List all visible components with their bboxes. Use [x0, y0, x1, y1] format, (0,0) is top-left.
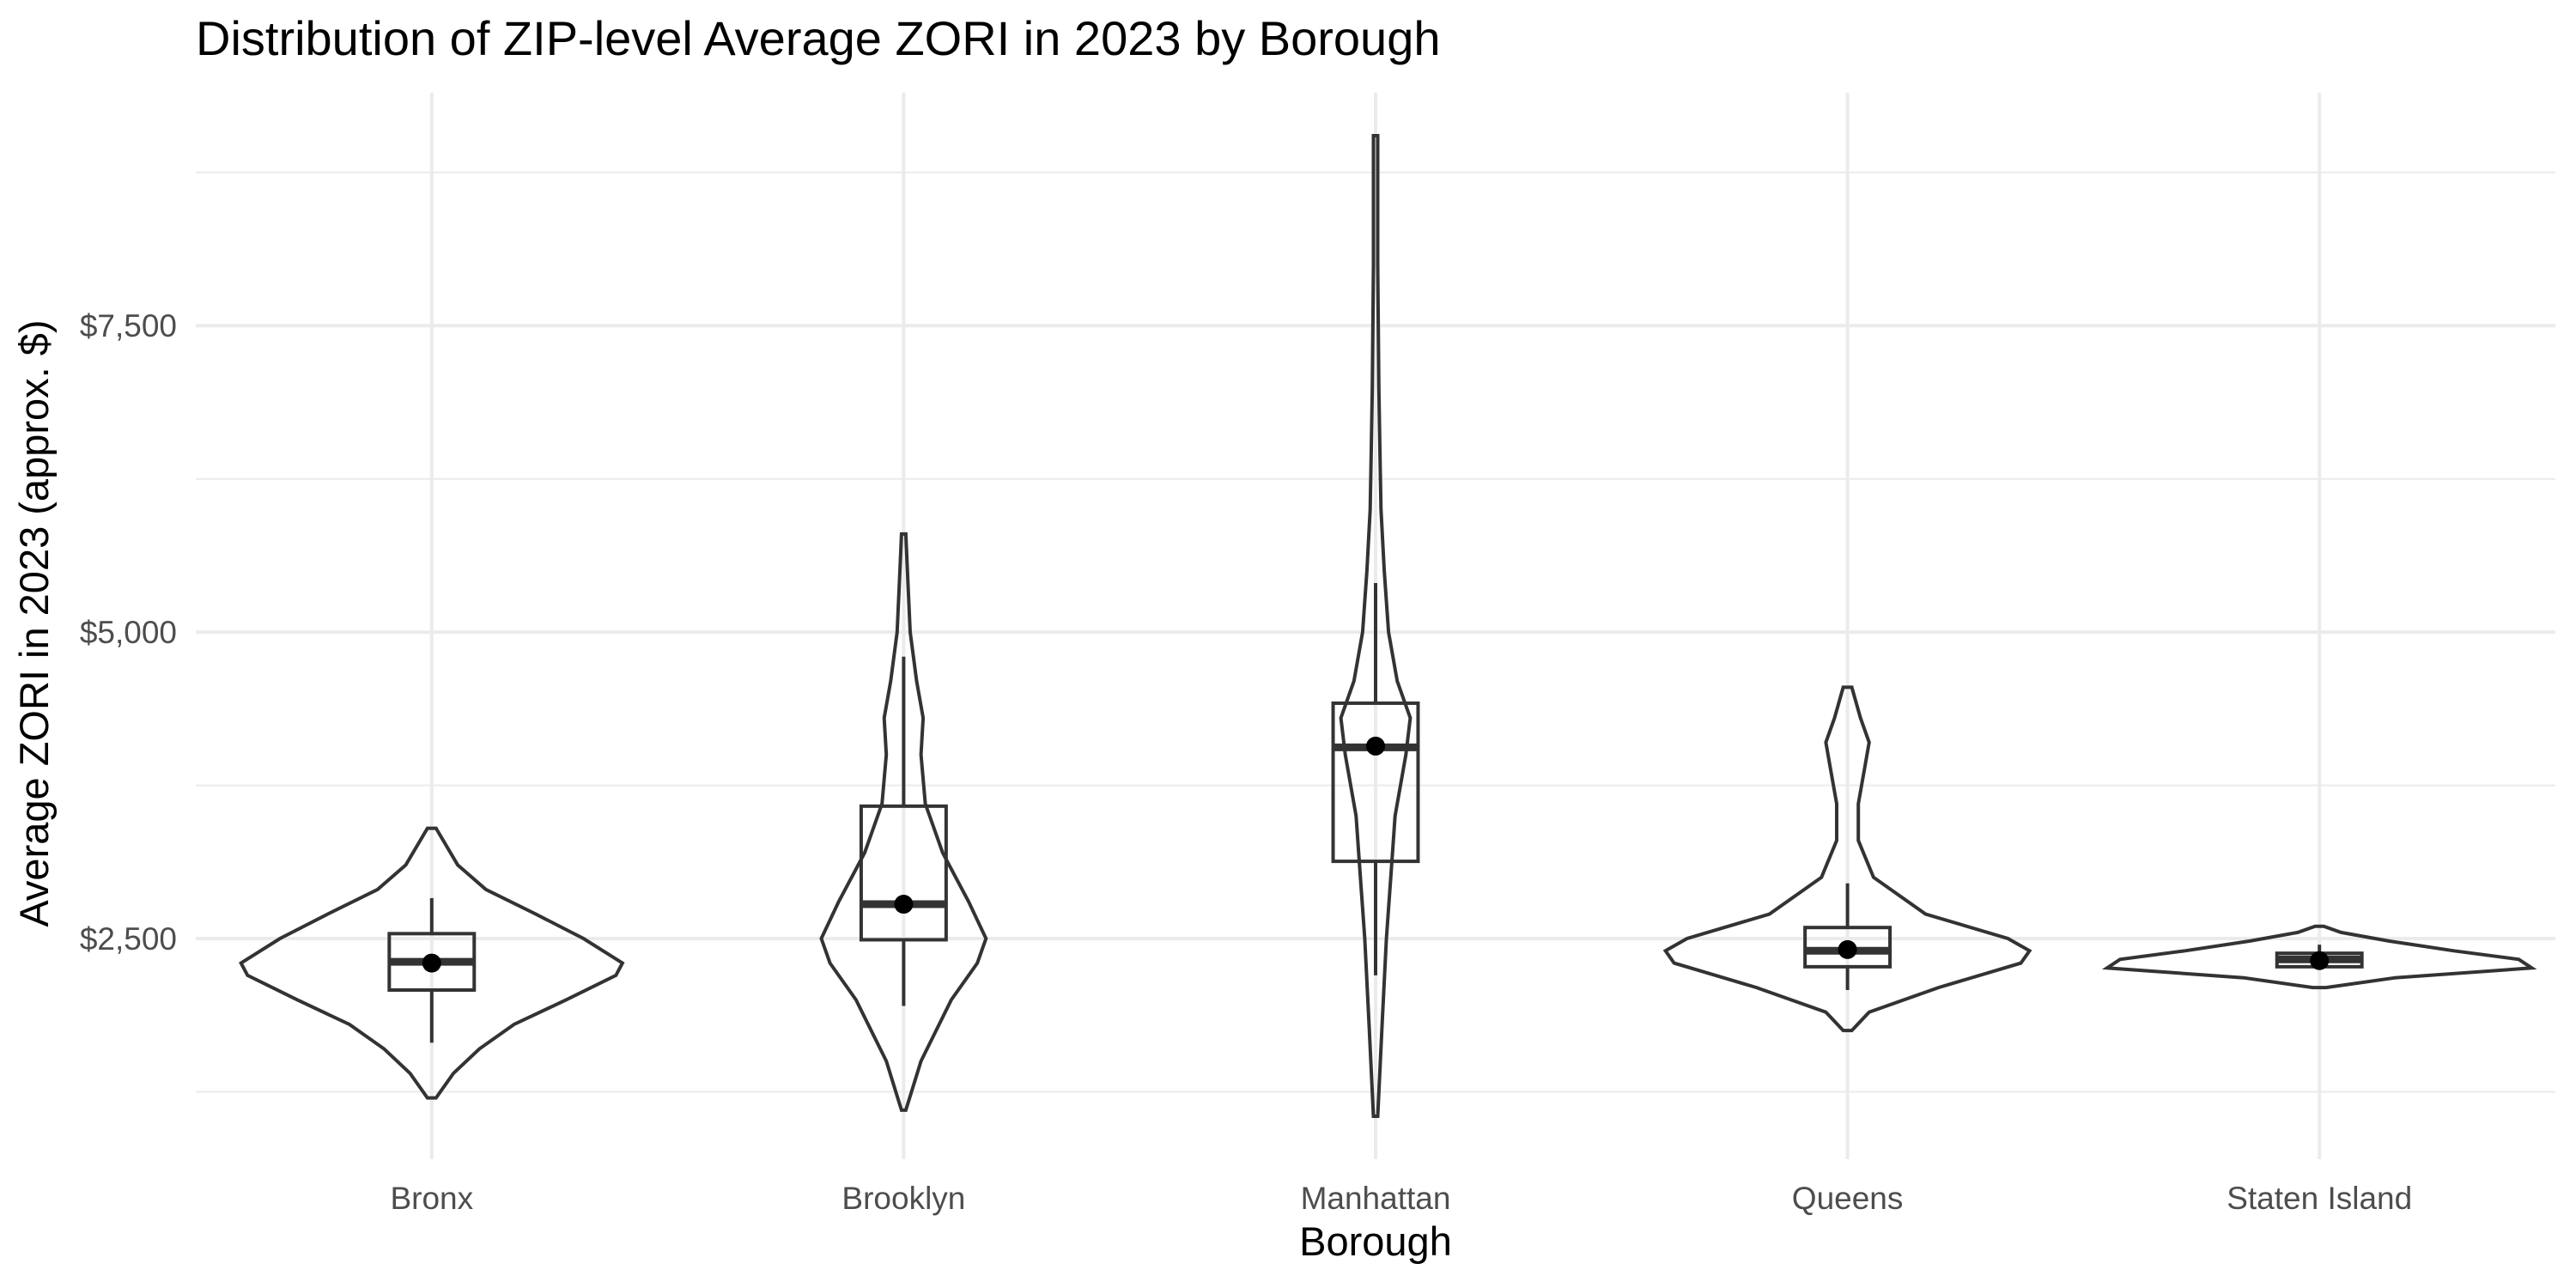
violin-layer	[239, 134, 2537, 1118]
y-axis-ticks: $2,500 $5,000 $7,500	[80, 308, 177, 957]
x-tick-label: Bronx	[390, 1181, 473, 1216]
violin-staten-island	[2101, 924, 2537, 990]
violin-manhattan	[1339, 134, 1413, 1118]
mean-point	[1366, 736, 1385, 756]
mean-point	[1838, 939, 1857, 959]
x-tick-label: Brooklyn	[841, 1181, 965, 1216]
y-tick-label: $5,000	[80, 615, 177, 650]
mean-point	[2310, 951, 2330, 970]
y-tick-label: $2,500	[80, 921, 177, 957]
y-axis-title: Average ZORI in 2023 (approx. $)	[11, 319, 57, 927]
mean-point	[422, 953, 441, 973]
box-iqr	[859, 804, 948, 942]
mean-layer	[422, 736, 2330, 973]
x-tick-label: Queens	[1792, 1181, 1904, 1216]
box-iqr	[1331, 701, 1420, 864]
violin-brooklyn	[819, 532, 988, 1112]
chart-title: Distribution of ZIP-level Average ZORI i…	[196, 11, 1441, 65]
x-axis-ticks: Bronx Brooklyn Manhattan Queens Staten Islan…	[390, 1181, 2412, 1216]
mean-point	[894, 895, 914, 914]
x-tick-label: Staten Island	[2227, 1181, 2412, 1216]
x-axis-title: Borough	[1299, 1218, 1452, 1264]
violin-queens	[1662, 685, 2032, 1033]
violin-bronx	[239, 826, 625, 1100]
y-tick-label: $7,500	[80, 308, 177, 343]
x-tick-label: Manhattan	[1301, 1181, 1451, 1216]
